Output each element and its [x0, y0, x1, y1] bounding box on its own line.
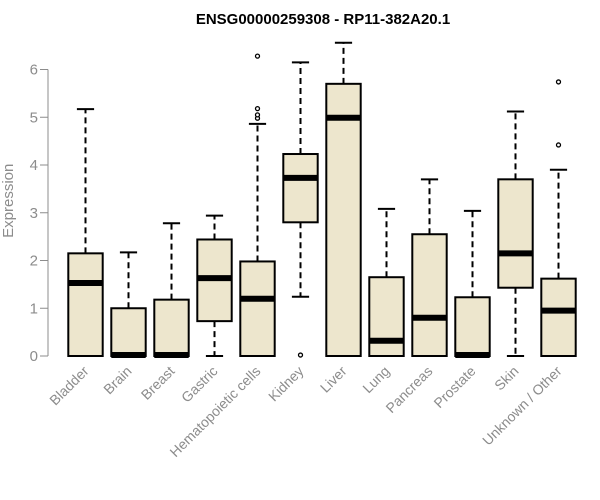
- y-tick-label: 2: [30, 253, 38, 270]
- outlier-point: [555, 79, 562, 85]
- y-tick-label: 5: [30, 109, 38, 126]
- box-iqr: [153, 298, 190, 357]
- outlier-point: [254, 112, 261, 118]
- x-label-skin: Skin: [491, 363, 522, 394]
- y-axis-title: Expression: [0, 164, 17, 238]
- box-iqr: [497, 178, 534, 289]
- box-hematopoietic-cells: [239, 53, 276, 357]
- y-tick-label: 3: [30, 205, 38, 222]
- box-lung: [368, 207, 405, 357]
- x-label-unknown-other: Unknown / Other: [479, 363, 565, 449]
- box-iqr: [540, 277, 577, 357]
- outlier-point: [297, 352, 304, 358]
- box-iqr: [110, 307, 147, 357]
- x-label-pancreas: Pancreas: [382, 363, 435, 416]
- box-breast: [153, 222, 190, 359]
- y-tick-label: 1: [30, 300, 38, 317]
- box-brain: [110, 251, 147, 359]
- x-label-gastric: Gastric: [178, 363, 221, 406]
- box-skin: [497, 110, 534, 357]
- box-pancreas: [411, 178, 448, 357]
- box-kidney: [282, 61, 319, 358]
- box-liver: [325, 41, 362, 357]
- box-bladder: [67, 108, 104, 357]
- outlier-point: [254, 106, 261, 112]
- box-prostate: [454, 209, 491, 359]
- box-iqr: [239, 260, 276, 357]
- box-iqr: [282, 153, 319, 224]
- box-iqr: [325, 82, 362, 357]
- x-label-brain: Brain: [100, 363, 134, 397]
- x-label-prostate: Prostate: [430, 363, 478, 411]
- box-unknown-other: [540, 79, 577, 357]
- box-iqr: [454, 296, 491, 357]
- y-tick-label: 6: [30, 62, 38, 79]
- outlier-point: [254, 53, 261, 59]
- x-label-breast: Breast: [138, 363, 178, 403]
- x-label-bladder: Bladder: [46, 363, 92, 409]
- y-tick-label: 0: [30, 348, 38, 365]
- boxes-layer: [67, 41, 577, 359]
- x-label-lung: Lung: [359, 363, 392, 396]
- x-label-kidney: Kidney: [265, 363, 307, 405]
- y-axis: 0 1 2 3 4 5 6: [30, 62, 49, 365]
- box-iqr: [67, 252, 104, 357]
- box-gastric: [196, 214, 233, 357]
- box-iqr: [368, 276, 405, 357]
- box-iqr: [411, 233, 448, 357]
- outlier-point: [555, 142, 562, 148]
- x-label-liver: Liver: [317, 363, 350, 396]
- y-tick-label: 4: [30, 157, 38, 174]
- chart-title: ENSG00000259308 - RP11-382A20.1: [196, 11, 450, 28]
